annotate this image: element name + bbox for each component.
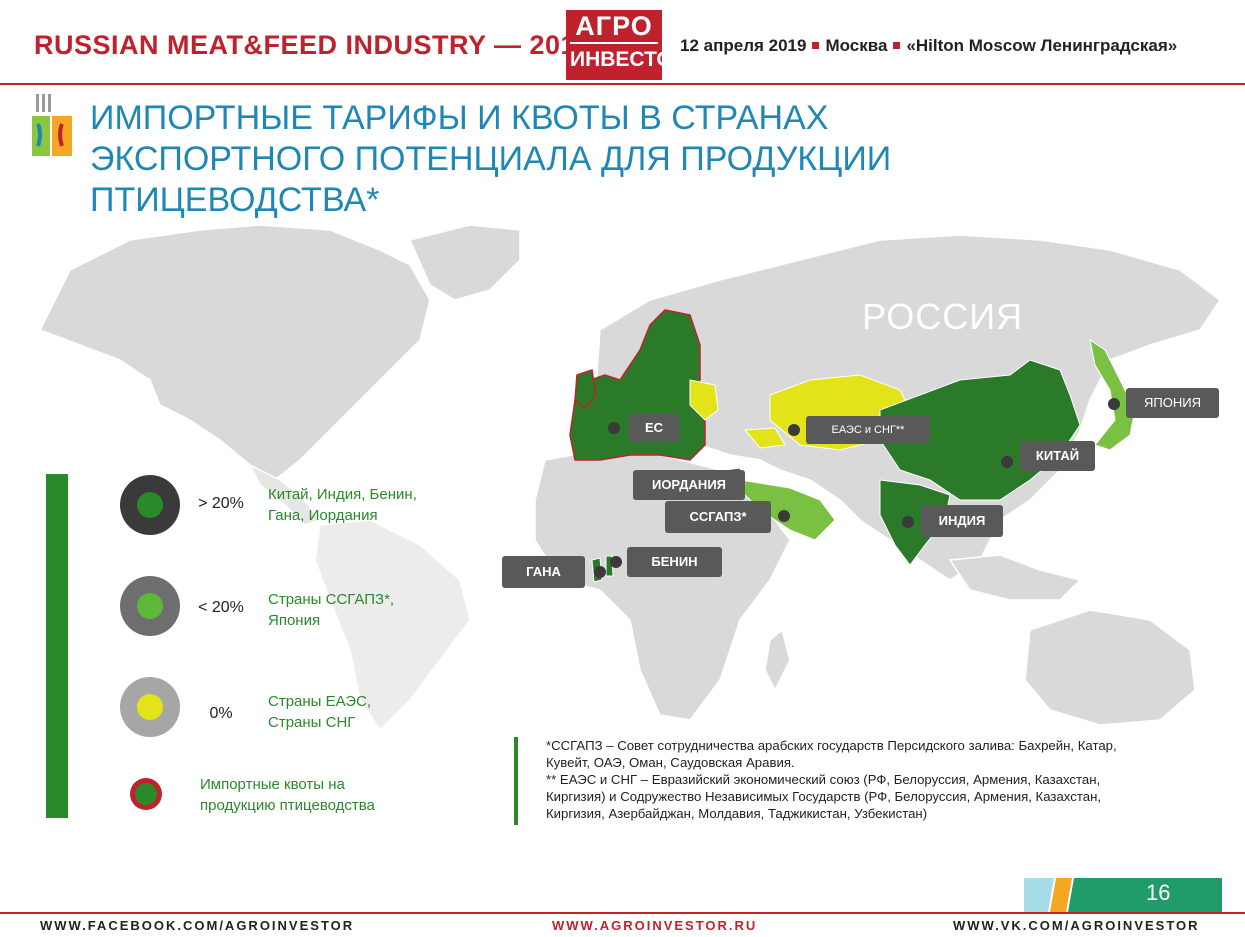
legend-pct-high: > 20% [198,495,244,512]
uk-region [574,369,597,410]
footnote-line: Киргизия, Азербайджан, Молдавия, Таджики… [546,806,928,821]
legend-line: Страны ЕАЭС, [268,693,372,710]
separator-square-icon [893,42,901,50]
legend-text-low: Страны ССГАПЗ*, Япония [268,589,394,631]
facebook-link[interactable]: WWW.FACEBOOK.COM/AGROINVESTOR [40,918,355,933]
legend-line: Страны СНГ [268,714,356,731]
eaes-label: ЕАЭС и СНГ** [806,416,930,444]
legend-circle-high-icon [120,475,180,535]
footnote: *ССГАПЗ – Совет сотрудничества арабских … [546,737,1206,822]
india-label: ИНДИЯ [921,505,1003,537]
legend-pct-zero: 0% [209,705,233,722]
eu-label: ЕС [629,414,679,442]
north-america-landmass [38,224,431,481]
logo-line2: ИНВЕСТОР [570,42,687,76]
conference-title: RUSSIAN MEAT&FEED INDUSTRY — 2019 [34,30,592,60]
china-label: КИТАЙ [1020,441,1095,471]
legend-text-zero: Страны ЕАЭС, Страны СНГ [268,691,371,733]
benin-marker-icon [610,556,622,568]
central-america-landmass [248,463,322,526]
agroinvestor-logo: АГРО ИНВЕСТОР [566,10,687,80]
gcc-region [739,479,836,541]
legend-circle-low-icon [120,576,180,636]
event-city: Москва [825,36,888,55]
benin-label: БЕНИН [627,547,722,577]
japan-region [1089,338,1136,451]
header: RUSSIAN MEAT&FEED INDUSTRY — 2019 АГРО И… [0,0,1245,84]
china-marker-icon [1001,456,1013,468]
legend-circle-zero-icon [120,677,180,737]
page-number: 16 [1146,880,1171,905]
ghana-label: ГАНА [502,556,585,588]
legend-pct-low: < 20% [198,599,244,616]
title-line: ЭКСПОРТНОГО ПОТЕНЦИАЛА ДЛЯ ПРОДУКЦИИ [90,140,892,178]
caucasus-region [743,427,786,449]
japan-marker-icon [1108,398,1120,410]
india-marker-icon [902,516,914,528]
south-america-landmass [314,519,471,732]
slide-title: ИМПОРТНЫЕ ТАРИФЫ И КВОТЫ В СТРАНАХ ЭКСПО… [90,98,990,221]
russia-map-label: РОССИЯ [862,296,1024,337]
japan-label: ЯПОНИЯ [1126,388,1219,418]
legend-quota-icon [130,778,162,810]
footnote-line: *ССГАПЗ – Совет сотрудничества арабских … [546,738,1117,753]
southeast-asia-islands [948,554,1082,601]
legend-line: Гана, Иордания [268,507,378,524]
title-line: ПТИЦЕВОДСТВА* [90,181,380,219]
footnote-line: Кувейт, ОАЭ, Оман, Саудовская Аравия. [546,755,795,770]
madagascar-landmass [764,628,791,692]
greenland-landmass [408,224,521,301]
logo-line1: АГРО [575,11,653,41]
eu-marker-icon [608,422,620,434]
legend-text-high: Китай, Индия, Бенин, Гана, Иордания [268,484,417,526]
footnote-line: Киргизия) и Содружество Независимых Госу… [546,789,1102,804]
event-info: 12 апреля 2019 Москва «Hilton Moscow Ленин… [680,36,1177,56]
vk-link[interactable]: WWW.VK.COM/AGROINVESTOR [953,918,1200,933]
page-number-badge [1024,878,1222,912]
india-region [879,479,951,566]
ghana-marker-icon [594,566,606,578]
event-date: 12 апреля 2019 [680,36,807,55]
legend-line: продукцию птицеводства [200,797,375,814]
footnote-bar [514,737,518,825]
jordan-label: ИОРДАНИЯ [633,470,745,500]
separator-square-icon [812,42,820,50]
eaes-cis-region [689,379,719,421]
footnote-line: ** ЕАЭС и СНГ – Евразийский экономически… [546,772,1101,787]
legend-line: Страны ССГАПЗ*, [268,591,395,608]
header-divider [0,83,1245,85]
legend-bar [46,474,68,818]
legend-line: Китай, Индия, Бенин, [268,486,417,503]
legend-line: Импортные квоты на [200,776,345,793]
legend-text-quota: Импортные квоты на продукцию птицеводств… [200,774,375,816]
gcc-label: ССГАПЗ* [665,501,771,533]
event-venue: «Hilton Moscow Ленинградская» [906,36,1178,55]
website-link[interactable]: WWW.AGROINVESTOR.RU [552,918,758,933]
australia-landmass [1024,609,1196,726]
gcc-marker-icon [778,510,790,522]
title-line: ИМПОРТНЫЕ ТАРИФЫ И КВОТЫ В СТРАНАХ [90,99,829,137]
footer-divider [0,912,1245,914]
eaes-marker-icon [788,424,800,436]
legend-line: Япония [268,612,321,629]
wheat-logo-icon [32,94,72,156]
